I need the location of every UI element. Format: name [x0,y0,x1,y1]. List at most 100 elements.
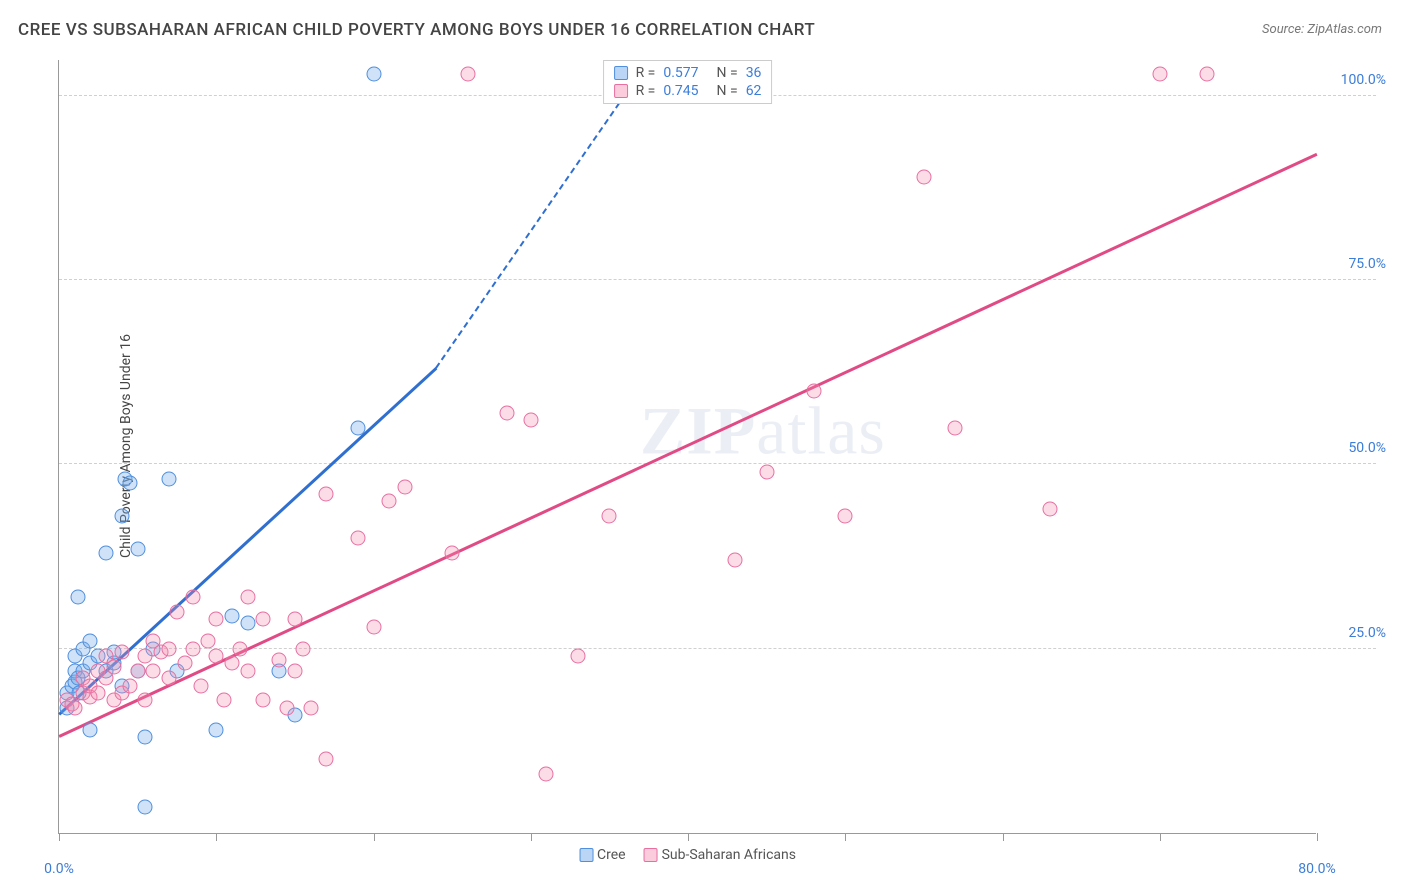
data-point-ssa [185,641,200,656]
x-tick [845,833,846,841]
legend-swatch [614,84,628,98]
data-point-ssa [209,649,224,664]
data-point-ssa [287,612,302,627]
data-point-ssa [295,641,310,656]
x-tick [1160,833,1161,841]
chart-source: Source: ZipAtlas.com [1262,22,1382,37]
data-point-ssa [1152,66,1167,81]
y-tick-label: 50.0% [1348,440,1386,456]
data-point-ssa [209,612,224,627]
data-point-ssa [67,700,82,715]
watermark: ZIPatlas [640,392,886,471]
legend-item: Sub-Saharan Africans [644,847,796,863]
data-point-ssa [201,634,216,649]
data-point-ssa [570,649,585,664]
y-tick-label: 75.0% [1348,256,1386,272]
data-point-cree [350,420,365,435]
data-point-ssa [1042,501,1057,516]
data-point-ssa [366,619,381,634]
data-point-ssa [948,420,963,435]
data-point-ssa [138,649,153,664]
legend-n-label: N = [717,65,738,81]
data-point-ssa [460,66,475,81]
data-point-cree [83,722,98,737]
data-point-cree [209,722,224,737]
data-point-ssa [240,590,255,605]
legend-n-value: 62 [746,83,762,99]
legend-series: Cree Sub-Saharan Africans [579,847,796,863]
data-point-ssa [146,663,161,678]
x-tick [531,833,532,841]
data-point-ssa [523,413,538,428]
data-point-ssa [806,383,821,398]
data-point-ssa [602,509,617,524]
x-tick-label: 80.0% [1298,861,1336,877]
data-point-ssa [303,700,318,715]
data-point-cree [83,634,98,649]
legend-n-label: N = [717,83,738,99]
legend-label: Cree [597,847,626,863]
data-point-ssa [256,693,271,708]
data-point-ssa [177,656,192,671]
legend-item: Cree [579,847,626,863]
legend-r-label: R = [636,65,656,81]
data-point-ssa [232,641,247,656]
grid-line [59,279,1376,280]
x-tick [1317,833,1318,841]
legend-r-value: 0.577 [663,65,698,81]
data-point-ssa [319,486,334,501]
data-point-cree [240,615,255,630]
legend-swatch [644,848,658,862]
data-point-cree [70,590,85,605]
legend-correlation: R = 0.577 N = 36 R = 0.745 N = 62 [603,60,773,104]
x-tick [216,833,217,841]
x-tick-label: 0.0% [44,861,74,877]
data-point-cree [122,475,137,490]
data-point-cree [130,542,145,557]
data-point-cree [366,66,381,81]
y-tick-label: 25.0% [1348,625,1386,641]
trend-line [58,152,1317,737]
data-point-ssa [185,590,200,605]
data-point-ssa [169,604,184,619]
trend-line [436,94,626,368]
data-point-ssa [382,494,397,509]
data-point-ssa [287,663,302,678]
data-point-ssa [272,652,287,667]
data-point-ssa [162,671,177,686]
data-point-ssa [130,663,145,678]
grid-line [59,648,1376,649]
data-point-cree [138,730,153,745]
legend-row: R = 0.745 N = 62 [614,83,762,99]
legend-swatch [614,66,628,80]
data-point-ssa [122,678,137,693]
data-point-cree [138,800,153,815]
legend-row: R = 0.577 N = 36 [614,65,762,81]
data-point-cree [114,509,129,524]
legend-n-value: 36 [746,65,762,81]
legend-r-value: 0.745 [663,83,698,99]
data-point-ssa [916,169,931,184]
data-point-cree [224,608,239,623]
data-point-ssa [350,531,365,546]
data-point-ssa [280,700,295,715]
data-point-ssa [445,545,460,560]
correlation-chart: CREE VS SUBSAHARAN AFRICAN CHILD POVERTY… [0,0,1406,892]
data-point-ssa [240,663,255,678]
data-point-ssa [838,509,853,524]
data-point-cree [99,545,114,560]
data-point-ssa [728,553,743,568]
data-point-ssa [162,641,177,656]
data-point-cree [162,472,177,487]
data-point-ssa [107,660,122,675]
data-point-ssa [114,645,129,660]
legend-r-label: R = [636,83,656,99]
data-point-ssa [1199,66,1214,81]
data-point-ssa [397,479,412,494]
data-point-ssa [138,693,153,708]
legend-swatch [579,848,593,862]
grid-line [59,463,1376,464]
x-tick [59,833,60,841]
data-point-ssa [193,678,208,693]
chart-title: CREE VS SUBSAHARAN AFRICAN CHILD POVERTY… [18,20,815,40]
